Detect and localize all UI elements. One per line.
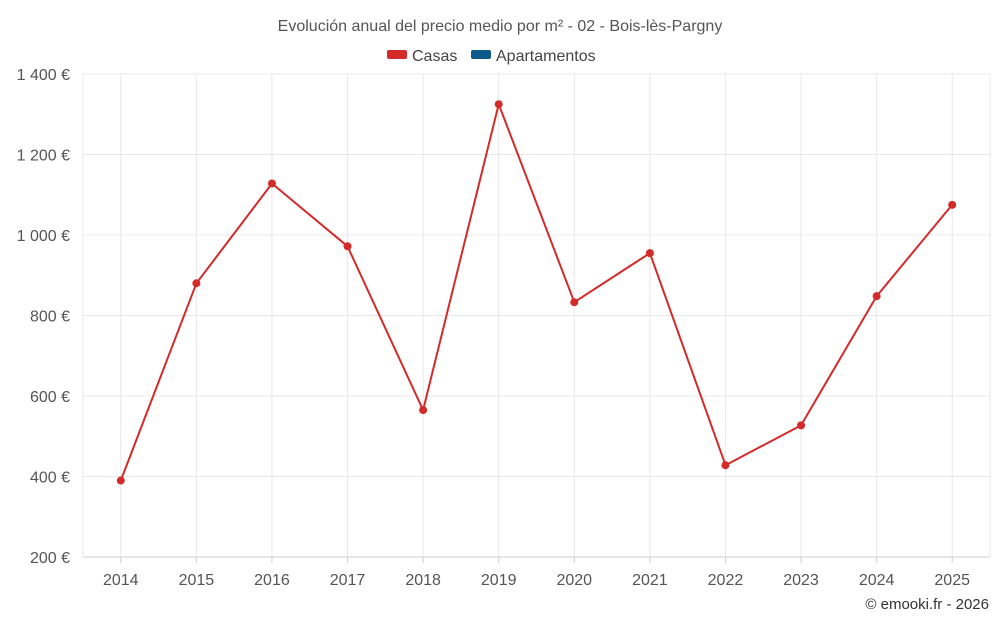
series-line-casas bbox=[119, 103, 954, 482]
grid bbox=[82, 73, 991, 558]
legend-swatch-apartamentos bbox=[471, 50, 491, 59]
x-tick-label: 2020 bbox=[556, 572, 592, 589]
y-axis: 200 € 400 € 600 € 800 € 1 000 € 1 200 € 1 400 … bbox=[17, 67, 70, 567]
data-point-casas-2014[interactable] bbox=[116, 476, 125, 485]
data-point-casas-2023[interactable] bbox=[797, 421, 806, 430]
y-tick-label: 1 200 € bbox=[17, 148, 70, 165]
x-tick-label: 2015 bbox=[179, 572, 215, 589]
data-point-casas-2016[interactable] bbox=[267, 179, 276, 188]
legend-label-apartamentos: Apartamentos bbox=[496, 48, 596, 65]
x-axis: 2014 2015 2016 2017 2018 2019 2020 2021 2022 2023… bbox=[103, 557, 970, 589]
legend-label-casas: Casas bbox=[412, 48, 457, 65]
data-point-casas-2022[interactable] bbox=[721, 461, 730, 470]
legend: Casas Apartamentos bbox=[387, 48, 596, 65]
data-point-casas-2024[interactable] bbox=[872, 292, 881, 301]
x-tick-label: 2018 bbox=[405, 572, 441, 589]
data-point-casas-2019[interactable] bbox=[494, 100, 503, 109]
data-point-casas-2025[interactable] bbox=[948, 200, 957, 209]
x-tick-label: 2019 bbox=[481, 572, 517, 589]
data-point-casas-2015[interactable] bbox=[192, 279, 201, 288]
x-tick-label: 2014 bbox=[103, 572, 139, 589]
y-tick-label: 600 € bbox=[30, 389, 70, 406]
data-point-casas-2020[interactable] bbox=[570, 298, 579, 307]
legend-item-apartamentos[interactable]: Apartamentos bbox=[471, 48, 596, 65]
y-tick-label: 400 € bbox=[30, 470, 70, 487]
x-tick-label: 2024 bbox=[859, 572, 895, 589]
x-tick-label: 2021 bbox=[632, 572, 668, 589]
chart-title: Evolución anual del precio medio por m² … bbox=[278, 18, 723, 35]
legend-swatch-casas bbox=[387, 50, 407, 59]
data-point-casas-2021[interactable] bbox=[645, 249, 654, 258]
data-point-casas-2018[interactable] bbox=[419, 406, 428, 415]
series-layer bbox=[116, 100, 957, 485]
x-tick-label: 2017 bbox=[330, 572, 366, 589]
y-tick-label: 1 000 € bbox=[17, 228, 70, 245]
y-tick-label: 1 400 € bbox=[17, 67, 70, 84]
data-point-casas-2017[interactable] bbox=[343, 242, 352, 251]
x-tick-label: 2025 bbox=[934, 572, 970, 589]
x-tick-label: 2016 bbox=[254, 572, 290, 589]
y-tick-label: 200 € bbox=[30, 550, 70, 567]
y-tick-label: 800 € bbox=[30, 309, 70, 326]
x-tick-label: 2023 bbox=[783, 572, 819, 589]
credit-text: © emooki.fr - 2026 bbox=[865, 596, 989, 613]
x-tick-label: 2022 bbox=[708, 572, 744, 589]
legend-item-casas[interactable]: Casas bbox=[387, 48, 457, 65]
